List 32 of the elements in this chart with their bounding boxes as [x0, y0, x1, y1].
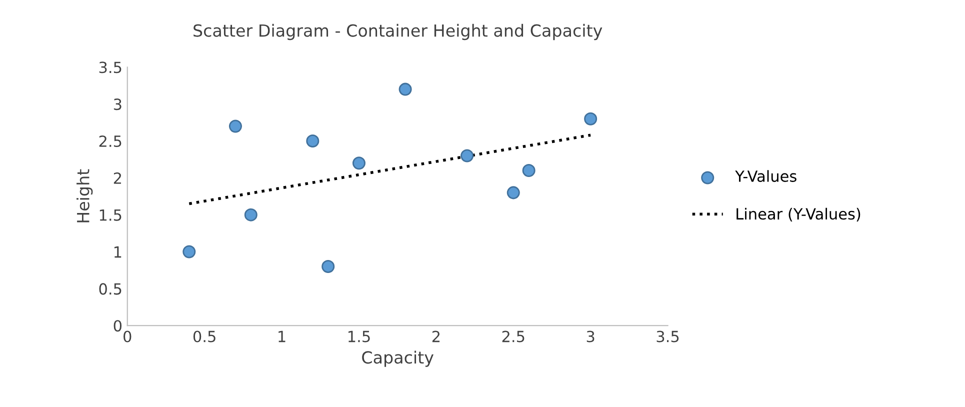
- x-tick-label: 3.5: [656, 330, 679, 342]
- point: [506, 186, 520, 200]
- y-tick-label: 0.5: [99, 283, 122, 295]
- x-axis-title: Capacity: [362, 350, 434, 367]
- y-tick-label: 0: [114, 320, 122, 332]
- point: [398, 82, 412, 96]
- point: [522, 164, 536, 178]
- x-tick-label: 0: [124, 330, 132, 342]
- y-tick-label: 3: [114, 98, 122, 110]
- x-tick-label: 1: [278, 330, 286, 342]
- x-tick-label: 1.5: [348, 330, 370, 342]
- point: [352, 156, 366, 170]
- y-tick-label: 1: [114, 246, 122, 258]
- legend-label: Linear (Y-Values): [736, 208, 860, 222]
- x-tick-label: 0.5: [193, 330, 216, 342]
- legend-label: Y-Values: [735, 170, 796, 182]
- point: [322, 260, 335, 274]
- y-tick-label: 3.5: [99, 62, 122, 74]
- point: [182, 245, 196, 258]
- point: [306, 134, 320, 148]
- y-tick-label: 2: [114, 172, 121, 184]
- y-axis-title: Height: [76, 169, 93, 222]
- x-tick-label: 3: [586, 330, 594, 342]
- x-tick-label: 2.5: [502, 330, 524, 342]
- point: [460, 149, 474, 162]
- chart-title: Scatter Diagram - Container Height and Capacity: [194, 24, 602, 40]
- x-tick-label: 2: [432, 330, 440, 342]
- point: [584, 112, 598, 126]
- y-tick-label: 2.5: [99, 135, 122, 148]
- point: [244, 208, 258, 222]
- y-tick-label: 1.5: [100, 210, 122, 221]
- point: [228, 120, 242, 133]
